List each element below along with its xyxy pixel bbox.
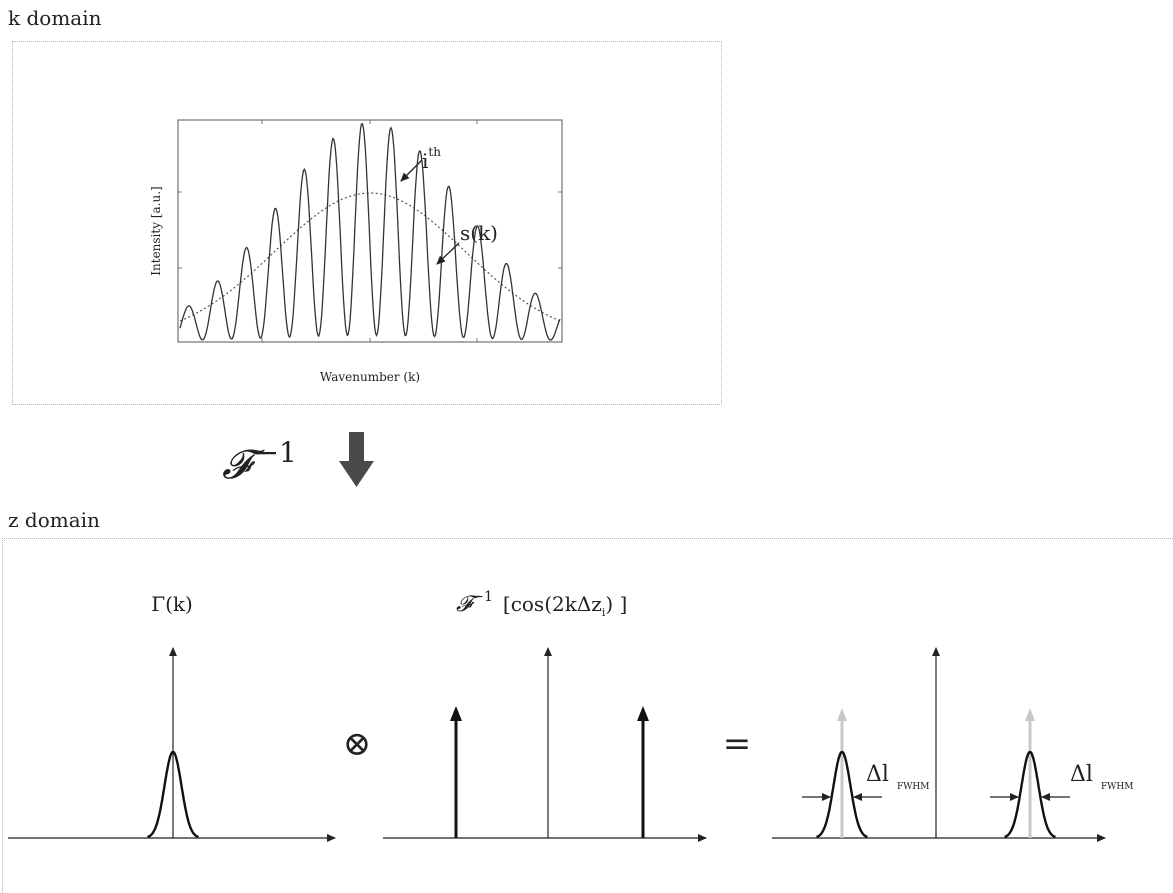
inverse-fourier-label: 𝓕 −1 [222,436,297,488]
gamma-label: Γ(k) [151,592,193,616]
z-domain-title: z domain [8,508,100,532]
fwhm-left-label: Δl FWHM [866,762,930,792]
cos-panel [383,647,707,842]
ghost-impulse-left-head [837,708,847,721]
sk-pointer-arrow [436,242,460,265]
down-arrow-icon [339,432,374,487]
equals-symbol: = [723,724,752,764]
plot-ticks [178,120,562,342]
ith-pointer-arrow [400,159,423,182]
convolution-symbol: ⊗ [343,724,372,764]
z-domain-panel [2,538,1173,893]
result-gaussian-right [1004,750,1056,839]
k-domain-title: k domain [8,6,102,30]
x-axis-label: Wavenumber (k) [320,370,420,384]
delta-impulse-right-head [637,706,649,721]
cos-transform-label: 𝓕−1 [cos(2kΔzi) ] [456,589,627,619]
ith-label: ith [422,145,441,173]
delta-impulse-left-head [450,706,462,721]
k-domain-panel [12,41,722,405]
result-gaussian-left [816,750,868,839]
interference-signal [179,122,561,341]
sk-label: s(k) [460,221,498,245]
result-panel [772,647,1106,842]
gamma-gaussian [147,750,199,839]
gamma-panel [8,647,336,842]
y-axis-label: Intensity [a.u.] [149,186,163,275]
fwhm-right-label: Δl FWHM [1070,762,1134,792]
ghost-impulse-right-head [1025,708,1035,721]
